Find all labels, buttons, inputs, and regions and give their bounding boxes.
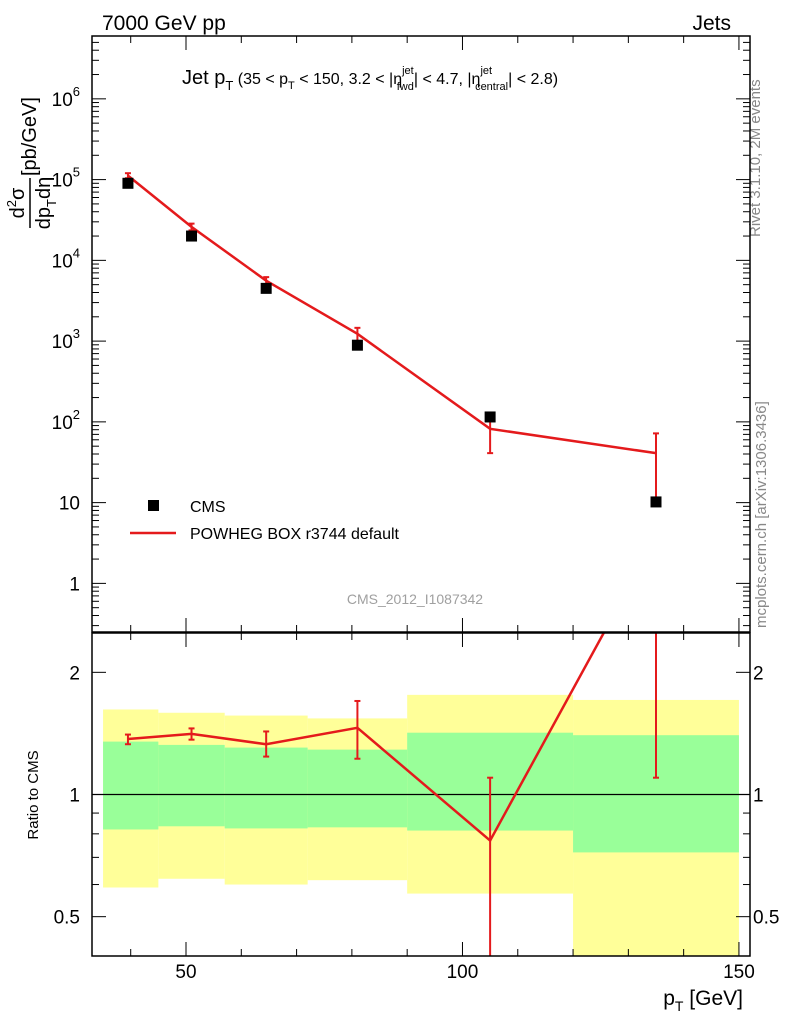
y-label-denominator: dpTdη (33, 177, 59, 229)
main-y-tick-label: 102 (52, 407, 80, 434)
rivet-version-label: Rivet 3.1.10, 2M events (747, 79, 764, 237)
main-plot-title: Jet pT (35 < pT < 150, 3.2 < |ηjet fwd| <… (182, 65, 558, 93)
legend-cms-marker (148, 500, 159, 511)
ratio-inner-uncertainty-band (224, 747, 308, 829)
legend-cms-label: CMS (190, 499, 226, 516)
ratio-y-tick-label-left: 0.5 (54, 908, 80, 929)
ratio-x-tick-label: 50 (175, 962, 196, 983)
ratio-y-tick-label-left: 2 (69, 663, 80, 684)
ratio-x-axis-label: pT [GeV] (663, 987, 743, 1014)
cms-data-point (650, 496, 662, 508)
header-category-label: Jets (692, 12, 731, 35)
main-y-tick-label: 106 (52, 84, 80, 111)
main-y-tick-label: 104 (52, 245, 80, 272)
header-energy-label: 7000 GeV pp (102, 12, 226, 35)
title-cond-2: < 150, 3.2 < |η (295, 71, 402, 88)
main-plot-frame (91, 35, 751, 633)
ratio-x-tick-label: 100 (447, 962, 479, 983)
legend-powheg-label: POWHEG BOX r3744 default (190, 526, 400, 543)
main-y-tick-label: 103 (52, 326, 80, 353)
ratio-y-axis-label: Ratio to CMS (25, 750, 42, 839)
title-cond-1-sub: T (288, 80, 295, 92)
title-main: Jet p (182, 67, 225, 89)
ratio-y-tick-label-right: 2 (753, 663, 764, 684)
powheg-prediction-line (127, 174, 657, 455)
legend: CMS POWHEG BOX r3744 default (130, 499, 400, 543)
mcplots-citation-label: mcplots.cern.ch [arXiv:1306.3436] (753, 401, 770, 628)
main-plot-axes-layer: 1 10 102 103 104 105 106 (52, 35, 750, 632)
ratio-plot-data-layer (92, 633, 750, 956)
ratio-x-tick-label: 150 (723, 962, 755, 983)
analysis-watermark: CMS_2012_I1087342 (347, 591, 483, 607)
cms-data-point (260, 282, 272, 294)
title-cond-3-sub: central (475, 81, 508, 93)
cms-data-point (122, 177, 134, 189)
main-y-tick-label: 1 (69, 574, 80, 595)
main-y-axis-label: d2σ dpTdη [pb/GeV] (4, 97, 59, 229)
y-label-units: [pb/GeV] (19, 97, 41, 176)
title-cond-3: | < 4.7, |η (414, 71, 481, 88)
title-cond-3-sup: jet (479, 65, 492, 77)
ratio-y-tick-label-left: 1 (69, 786, 80, 807)
cms-data-point (351, 339, 363, 351)
title-main-sub: T (225, 78, 233, 93)
title-cond-4: | < 2.8) (508, 71, 558, 88)
main-plot-data-layer (122, 172, 662, 508)
cms-data-point (484, 411, 496, 423)
title-cond-2-sub: fwd (397, 81, 414, 93)
ratio-plot: 0.5 0.5 1 1 2 2 50 100 150 Ratio to CMS pT [GeV] (25, 632, 779, 1014)
main-y-tick-label: 10 (59, 494, 80, 515)
ratio-y-tick-label-right: 1 (753, 786, 764, 807)
ratio-y-tick-label-right: 0.5 (753, 908, 779, 929)
cms-data-point (186, 230, 198, 242)
title-cond-2-sup: jet (401, 65, 414, 77)
title-cond-1: (35 < p (233, 71, 288, 88)
ratio-plot-frame (91, 632, 751, 957)
ratio-plot-axes-layer: 0.5 0.5 1 1 2 2 50 100 150 (54, 633, 779, 983)
ratio-inner-uncertainty-band (103, 741, 159, 830)
main-y-tick-label: 105 (52, 165, 80, 192)
ratio-inner-uncertainty-band (307, 749, 408, 828)
ratio-inner-uncertainty-band (158, 744, 225, 827)
powheg-ratio-line (127, 633, 606, 843)
y-label-numerator: d2σ (4, 187, 29, 218)
